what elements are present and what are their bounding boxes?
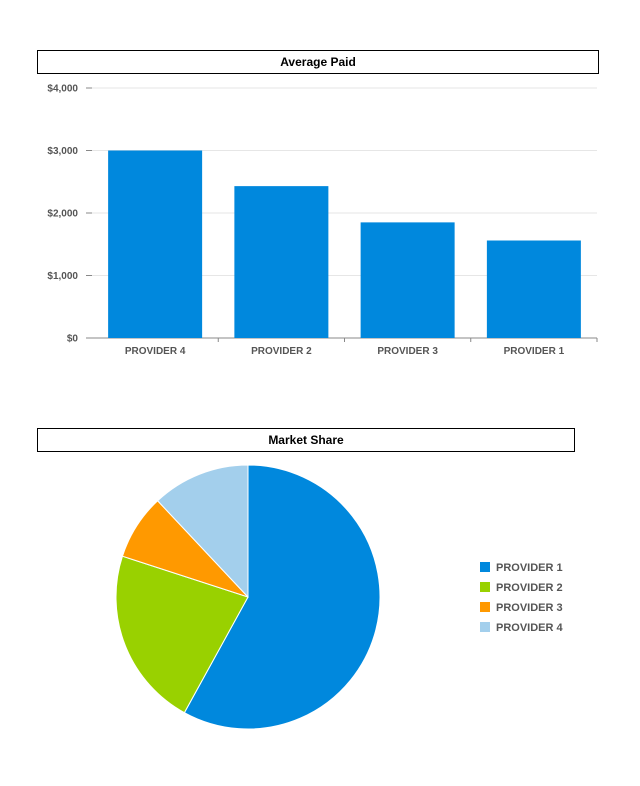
x-tick-label: PROVIDER 4 <box>125 346 186 357</box>
legend-label: PROVIDER 1 <box>496 562 563 574</box>
x-tick-label: PROVIDER 3 <box>377 346 438 357</box>
legend-label: PROVIDER 4 <box>496 622 564 634</box>
bar <box>360 222 455 338</box>
bar <box>108 150 203 338</box>
pie-chart-title: Market Share <box>37 428 575 452</box>
legend-label: PROVIDER 2 <box>496 582 563 594</box>
legend-swatch <box>480 622 490 632</box>
legend-label: PROVIDER 3 <box>496 602 563 614</box>
y-tick-label: $4,000 <box>47 84 78 95</box>
pie-slice <box>183 464 381 730</box>
bar <box>486 240 581 338</box>
bar <box>234 186 329 338</box>
x-tick-label: PROVIDER 2 <box>251 346 312 357</box>
bar-chart-title: Average Paid <box>37 50 599 74</box>
x-tick-label: PROVIDER 1 <box>504 346 565 357</box>
y-tick-label: $3,000 <box>47 146 78 157</box>
y-tick-label: $2,000 <box>47 209 78 220</box>
y-tick-label: $1,000 <box>47 271 78 282</box>
legend-swatch <box>480 602 490 612</box>
legend-swatch <box>480 582 490 592</box>
legend-swatch <box>480 562 490 572</box>
y-tick-label: $0 <box>67 334 79 345</box>
pie-slice <box>156 464 249 599</box>
pie-slice <box>115 555 249 714</box>
